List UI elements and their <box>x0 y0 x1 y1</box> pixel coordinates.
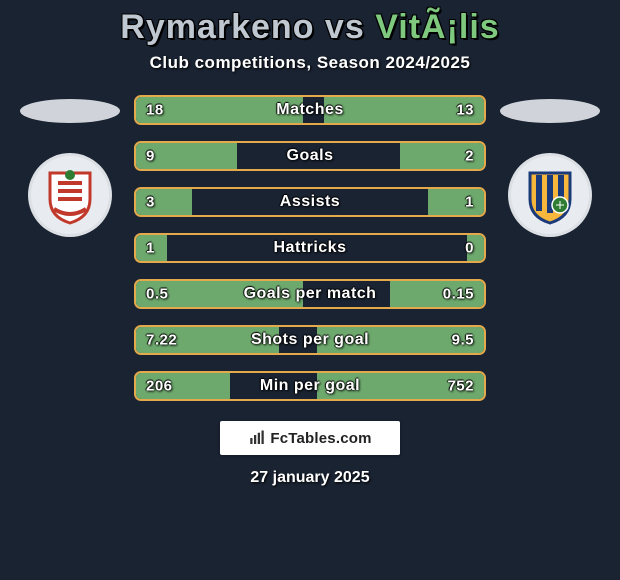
stat-label: Assists <box>280 193 340 211</box>
stat-bars: 18 Matches 13 9 Goals 2 3 Assists 1 1 Hattricks 0 0.… <box>134 95 486 401</box>
stat-label: Matches <box>276 101 344 119</box>
stat-row: 7.22 Shots per goal 9.5 <box>134 325 486 355</box>
team-pill-right <box>500 99 600 123</box>
stat-row: 3 Assists 1 <box>134 187 486 217</box>
fill-left <box>136 189 192 215</box>
stat-value-right: 752 <box>447 378 474 395</box>
stat-value-right: 0 <box>465 240 474 257</box>
stat-row: 206 Min per goal 752 <box>134 371 486 401</box>
right-side <box>500 95 600 237</box>
main-area: 18 Matches 13 9 Goals 2 3 Assists 1 1 Hattricks 0 0.… <box>0 95 620 401</box>
shield-icon <box>40 165 100 225</box>
stat-label: Goals per match <box>244 285 377 303</box>
date-label: 27 january 2025 <box>250 469 369 487</box>
stat-value-right: 9.5 <box>452 332 474 349</box>
stat-value-right: 13 <box>456 102 474 119</box>
stat-row: 0.5 Goals per match 0.15 <box>134 279 486 309</box>
stat-value-right: 0.15 <box>443 286 474 303</box>
crest-right <box>508 153 592 237</box>
stat-value-left: 9 <box>146 148 155 165</box>
stat-value-right: 2 <box>465 148 474 165</box>
crest-left <box>28 153 112 237</box>
stat-value-left: 18 <box>146 102 164 119</box>
stat-value-left: 3 <box>146 194 155 211</box>
player2-name: VitÃ¡lis <box>375 8 500 46</box>
subtitle: Club competitions, Season 2024/2025 <box>150 53 471 73</box>
chart-icon <box>248 429 266 447</box>
comparison-title: Rymarkeno vs VitÃ¡lis <box>120 8 499 47</box>
shield-icon <box>520 165 580 225</box>
stat-value-left: 206 <box>146 378 173 395</box>
fill-right <box>428 189 484 215</box>
left-side <box>20 95 120 237</box>
stat-value-left: 1 <box>146 240 155 257</box>
brand-badge: FcTables.com <box>220 421 400 455</box>
stat-label: Shots per goal <box>251 331 369 349</box>
stat-row: 1 Hattricks 0 <box>134 233 486 263</box>
player1-name: Rymarkeno <box>120 8 314 46</box>
stat-row: 18 Matches 13 <box>134 95 486 125</box>
stat-value-left: 0.5 <box>146 286 168 303</box>
stat-label: Goals <box>287 147 334 165</box>
stat-label: Min per goal <box>260 377 360 395</box>
team-pill-left <box>20 99 120 123</box>
stat-row: 9 Goals 2 <box>134 141 486 171</box>
vs-label: vs <box>325 8 365 46</box>
stat-label: Hattricks <box>274 239 347 257</box>
brand-text: FcTables.com <box>270 430 371 447</box>
stat-value-right: 1 <box>465 194 474 211</box>
stat-value-left: 7.22 <box>146 332 177 349</box>
